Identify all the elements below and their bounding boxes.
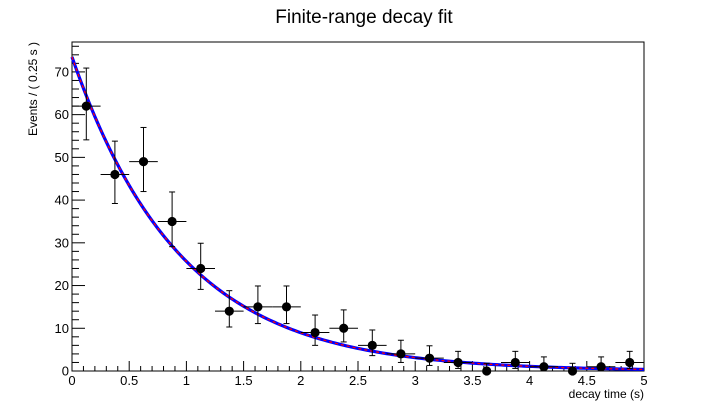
data-point	[358, 329, 387, 357]
plot-area-border	[71, 41, 645, 372]
data-point-marker	[482, 366, 492, 376]
data-point-marker	[81, 101, 91, 111]
data-point-marker	[224, 306, 234, 316]
fit-curve	[70, 56, 645, 371]
data-point	[615, 350, 644, 369]
data-point	[529, 356, 559, 372]
x-tick-label: 3	[412, 373, 419, 388]
y-tick-label: 10	[55, 321, 69, 336]
y-tick-label: 50	[55, 150, 69, 165]
data-point-marker	[310, 327, 320, 338]
x-tick-label: 5	[640, 373, 647, 388]
data-point	[501, 350, 530, 369]
data-point-marker	[424, 353, 435, 363]
data-point	[243, 285, 273, 325]
fit-curve-dashed-overlay	[71, 56, 645, 371]
data-points	[72, 67, 644, 376]
x-tick-label: 4.5	[578, 373, 596, 388]
data-point	[272, 285, 301, 325]
data-point	[386, 339, 416, 363]
data-point-marker	[567, 366, 578, 376]
chart-title: Finite-range decay fit	[275, 7, 453, 28]
data-point	[157, 191, 187, 248]
data-point-marker	[110, 169, 120, 180]
data-point	[129, 126, 158, 193]
y-tick-label: 70	[55, 64, 69, 79]
data-point-marker	[510, 357, 520, 368]
x-tick-label: 2	[297, 373, 304, 388]
data-point	[558, 362, 587, 376]
y-tick-label: 30	[55, 235, 69, 250]
x-tick-label: 2.5	[349, 373, 367, 388]
data-point	[72, 67, 101, 141]
y-tick-label: 40	[55, 193, 69, 208]
data-point	[100, 140, 130, 205]
plot-frame	[71, 41, 645, 372]
data-point-marker	[396, 349, 406, 359]
x-tick-label: 1.5	[235, 373, 253, 388]
x-tick-label: 3.5	[463, 373, 481, 388]
data-point-marker	[167, 216, 177, 227]
data-point-marker	[596, 362, 606, 372]
y-tick-label: 0	[62, 364, 69, 379]
data-point-marker	[453, 357, 463, 368]
data-point	[415, 345, 444, 366]
data-point-marker	[281, 302, 292, 312]
data-point	[186, 242, 215, 290]
x-axis-title: decay time (s)	[569, 387, 644, 401]
data-point-marker	[625, 357, 635, 368]
data-point-marker	[367, 340, 377, 350]
fit-curve-line	[70, 56, 645, 371]
data-point-marker	[539, 362, 549, 372]
data-point-marker	[253, 302, 263, 312]
data-point	[300, 314, 330, 346]
x-tick-label: 0.5	[120, 373, 138, 388]
y-tick-label: 20	[55, 278, 69, 293]
data-point-marker	[339, 323, 349, 333]
data-point	[443, 350, 473, 369]
data-point	[215, 290, 244, 328]
data-point-marker	[138, 157, 149, 167]
data-point	[472, 362, 501, 376]
data-point	[586, 356, 616, 372]
y-tick-label: 60	[55, 107, 69, 122]
x-tick-label: 4	[526, 373, 533, 388]
data-point	[329, 309, 358, 343]
data-point-marker	[196, 263, 206, 274]
y-axis-title: Events / ( 0.25 s )	[26, 42, 40, 136]
x-tick-label: 0	[68, 373, 75, 388]
x-tick-label: 1	[183, 373, 190, 388]
